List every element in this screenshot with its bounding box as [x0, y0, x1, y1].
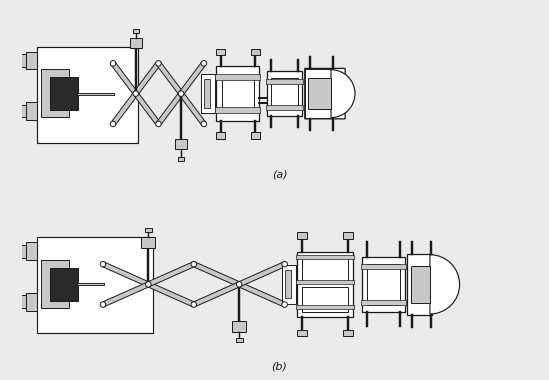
Bar — [175, 139, 187, 149]
Circle shape — [237, 282, 242, 287]
Bar — [50, 77, 78, 110]
Circle shape — [201, 60, 206, 66]
Bar — [297, 330, 307, 336]
Bar — [147, 282, 195, 307]
Bar — [156, 62, 183, 95]
Bar — [215, 74, 260, 80]
Bar — [26, 293, 37, 310]
Bar — [297, 252, 352, 317]
Circle shape — [110, 121, 116, 127]
Bar — [251, 133, 260, 139]
Circle shape — [191, 302, 197, 307]
Bar — [133, 29, 139, 33]
Circle shape — [100, 302, 106, 307]
Circle shape — [156, 121, 161, 127]
Bar — [221, 75, 254, 112]
Bar — [238, 282, 285, 307]
Bar — [271, 79, 298, 109]
Bar — [216, 66, 259, 121]
Bar — [411, 266, 430, 302]
Bar — [309, 79, 330, 109]
Bar — [367, 264, 400, 304]
Bar — [267, 71, 302, 116]
Bar — [193, 262, 240, 287]
Bar — [302, 258, 348, 283]
Bar — [204, 79, 210, 108]
Bar — [361, 300, 406, 305]
Bar — [111, 92, 138, 125]
Circle shape — [145, 282, 151, 287]
Circle shape — [110, 60, 116, 66]
Bar — [266, 79, 303, 84]
Circle shape — [100, 261, 106, 267]
Bar — [296, 255, 354, 260]
Bar — [251, 49, 260, 55]
Bar — [50, 268, 78, 301]
Bar — [26, 102, 37, 120]
Wedge shape — [430, 255, 460, 314]
Bar — [26, 242, 37, 260]
Text: (b): (b) — [272, 361, 288, 371]
Circle shape — [156, 60, 161, 66]
Bar — [201, 74, 215, 113]
Bar — [41, 70, 69, 117]
Circle shape — [282, 302, 287, 307]
Bar — [282, 265, 296, 304]
Bar — [296, 280, 354, 284]
Bar — [145, 228, 152, 233]
Bar — [284, 270, 290, 299]
Bar — [18, 245, 26, 258]
Circle shape — [133, 91, 138, 97]
Circle shape — [191, 261, 197, 267]
Bar — [130, 38, 142, 48]
Circle shape — [201, 121, 206, 127]
Bar — [407, 254, 432, 315]
Bar — [102, 282, 149, 307]
Bar — [215, 108, 260, 113]
Bar — [134, 62, 160, 95]
Bar — [266, 105, 303, 109]
Bar — [193, 282, 240, 307]
Bar — [216, 133, 225, 139]
Bar — [37, 47, 138, 142]
Bar — [18, 296, 26, 308]
Bar — [238, 262, 285, 287]
Bar — [362, 256, 405, 312]
Bar — [343, 330, 352, 336]
Bar — [216, 49, 225, 55]
Circle shape — [178, 91, 184, 97]
Circle shape — [282, 261, 287, 267]
Bar — [179, 62, 206, 95]
Bar — [232, 321, 247, 332]
Bar — [361, 264, 406, 269]
Bar — [26, 52, 37, 70]
Bar — [41, 260, 69, 308]
Bar — [147, 262, 195, 287]
Bar — [156, 92, 183, 125]
Bar — [178, 157, 184, 161]
Bar — [102, 262, 149, 287]
Wedge shape — [331, 70, 355, 117]
FancyBboxPatch shape — [305, 68, 345, 119]
Bar — [302, 287, 348, 312]
Text: (a): (a) — [272, 169, 287, 179]
Bar — [141, 237, 155, 248]
Bar — [134, 92, 160, 125]
Bar — [343, 233, 352, 239]
Bar — [305, 70, 333, 118]
Bar — [37, 238, 153, 333]
Bar — [111, 62, 138, 95]
Bar — [18, 54, 26, 67]
Bar — [236, 338, 243, 342]
Bar — [179, 92, 206, 125]
Bar — [297, 233, 307, 239]
Bar — [18, 105, 26, 117]
Bar — [296, 306, 354, 309]
